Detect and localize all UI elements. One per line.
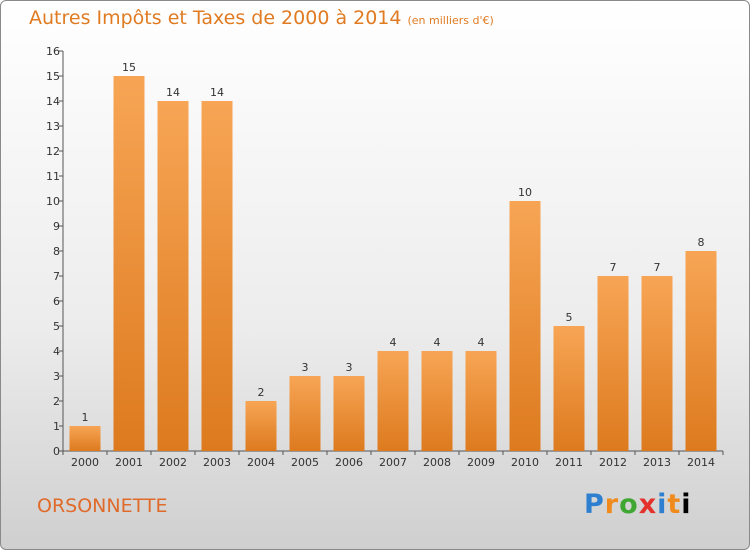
bar	[333, 376, 365, 451]
bar-data-label: 8	[698, 236, 705, 249]
x-tick-label: 2003	[203, 456, 231, 469]
bar	[641, 276, 673, 451]
bar	[69, 426, 101, 451]
x-tick-label: 2000	[71, 456, 99, 469]
x-tick-label: 2010	[511, 456, 539, 469]
x-tick-label: 2013	[643, 456, 671, 469]
y-tick-label: 15	[46, 70, 60, 83]
y-tick-label: 5	[53, 320, 60, 333]
bar-data-label: 7	[654, 261, 661, 274]
y-tick-label: 14	[46, 95, 60, 108]
y-tick-label: 6	[53, 295, 60, 308]
bar	[157, 101, 189, 451]
y-tick-label: 12	[46, 145, 60, 158]
bar	[509, 201, 541, 451]
x-tick-label: 2014	[687, 456, 715, 469]
commune-name: ORSONNETTE	[37, 495, 168, 517]
y-tick-label: 16	[46, 45, 60, 58]
bar-data-label: 3	[302, 361, 309, 374]
bar	[553, 326, 585, 451]
x-tick-label: 2001	[115, 456, 143, 469]
bar-data-label: 4	[390, 336, 397, 349]
x-tick-label: 2012	[599, 456, 627, 469]
y-tick-label: 8	[53, 245, 60, 258]
bar-data-label: 7	[610, 261, 617, 274]
x-tick-label: 2005	[291, 456, 319, 469]
bar-data-label: 14	[210, 86, 224, 99]
bar-data-label: 4	[478, 336, 485, 349]
bar-data-label: 14	[166, 86, 180, 99]
bar	[377, 351, 409, 451]
chart-subtitle: (en milliers d'€)	[407, 14, 494, 27]
y-tick-label: 4	[53, 345, 60, 358]
bar-data-label: 3	[346, 361, 353, 374]
y-tick-label: 1	[53, 420, 60, 433]
x-tick-label: 2008	[423, 456, 451, 469]
bar-data-label: 15	[122, 61, 136, 74]
x-tick-label: 2002	[159, 456, 187, 469]
y-tick-label: 0	[53, 445, 60, 458]
x-tick-label: 2004	[247, 456, 275, 469]
title-text: Autres Impôts et Taxes de 2000 à 2014	[29, 7, 402, 29]
y-tick-label: 10	[46, 195, 60, 208]
y-tick-label: 9	[53, 220, 60, 233]
y-tick-label: 7	[53, 270, 60, 283]
bar	[685, 251, 717, 451]
y-tick-label: 3	[53, 370, 60, 383]
bar	[465, 351, 497, 451]
proxiti-logo: Proxiti	[584, 489, 692, 520]
bar-data-label: 4	[434, 336, 441, 349]
y-tick-label: 13	[46, 120, 60, 133]
y-tick-label: 2	[53, 395, 60, 408]
bar-data-label: 2	[258, 386, 265, 399]
x-tick-label: 2009	[467, 456, 495, 469]
x-tick-label: 2007	[379, 456, 407, 469]
x-tick-label: 2011	[555, 456, 583, 469]
chart-title: Autres Impôts et Taxes de 2000 à 2014 (en…	[29, 7, 494, 29]
bar	[113, 76, 145, 451]
bar	[289, 376, 321, 451]
bar	[421, 351, 453, 451]
bar	[597, 276, 629, 451]
y-tick-label: 11	[46, 170, 60, 183]
bar-data-label: 5	[566, 311, 573, 324]
bar-data-label: 10	[518, 186, 532, 199]
bar	[201, 101, 233, 451]
x-tick-label: 2006	[335, 456, 363, 469]
bar-data-label: 1	[82, 411, 89, 424]
bar	[245, 401, 277, 451]
